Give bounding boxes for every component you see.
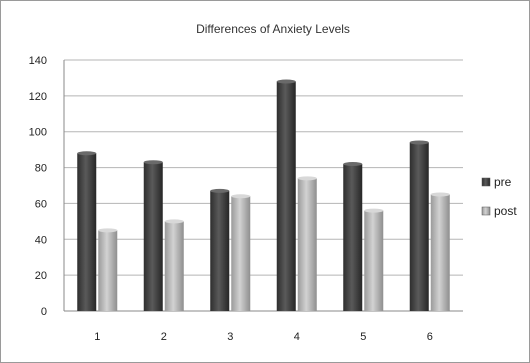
bar-post-4: [297, 178, 317, 311]
bar-post-3: [231, 196, 251, 311]
legend: pre post: [481, 175, 517, 218]
bar-top-post-4: [297, 176, 317, 181]
x-tick-label: 5: [360, 331, 366, 343]
y-tick-label: 40: [35, 234, 47, 246]
bar-pre-4: [276, 81, 296, 311]
x-tick-label: 3: [227, 331, 233, 343]
bar-top-post-2: [164, 219, 184, 224]
bar-post-5: [364, 210, 384, 311]
legend-swatch-pre: [481, 177, 491, 187]
legend-label-post: post: [494, 204, 517, 218]
legend-swatch-post: [481, 206, 491, 216]
bar-post-6: [430, 194, 450, 311]
y-tick-label: 140: [29, 55, 47, 67]
bar-top-pre-5: [343, 161, 363, 166]
y-tick-label: 60: [35, 198, 47, 210]
bars: [77, 79, 450, 311]
bar-top-post-3: [231, 194, 251, 199]
bar-top-pre-4: [276, 79, 296, 84]
chart-title: Differences of Anxiety Levels: [196, 22, 350, 36]
bar-top-pre-3: [210, 188, 230, 193]
y-tick-label: 100: [29, 127, 47, 139]
y-tick-label: 0: [41, 306, 47, 318]
bar-pre-5: [343, 163, 363, 311]
x-tick-label: 4: [294, 331, 300, 343]
x-tick-label: 1: [94, 331, 100, 343]
gridlines: [63, 59, 463, 312]
y-axis-ticks: 0 20 40 60 80 100 120 140: [29, 55, 47, 318]
bar-pre-1: [77, 153, 97, 311]
bar-post-2: [164, 221, 184, 311]
x-tick-label: 6: [427, 331, 433, 343]
bar-top-pre-1: [77, 151, 97, 156]
bar-top-pre-6: [409, 140, 429, 145]
bar-pre-3: [210, 190, 230, 311]
bar-top-post-6: [430, 192, 450, 197]
bar-pre-6: [409, 142, 429, 311]
x-axis-ticks: 1 2 3 4 5 6: [94, 331, 433, 343]
y-tick-label: 20: [35, 270, 47, 282]
bar-pre-2: [143, 162, 163, 311]
y-tick-label: 80: [35, 163, 47, 175]
bar-top-post-5: [364, 208, 384, 213]
bar-top-post-1: [98, 228, 118, 233]
bar-post-1: [98, 230, 118, 311]
x-tick-label: 2: [161, 331, 167, 343]
bar-top-pre-2: [143, 160, 163, 165]
legend-label-pre: pre: [494, 175, 512, 189]
y-tick-label: 120: [29, 91, 47, 103]
